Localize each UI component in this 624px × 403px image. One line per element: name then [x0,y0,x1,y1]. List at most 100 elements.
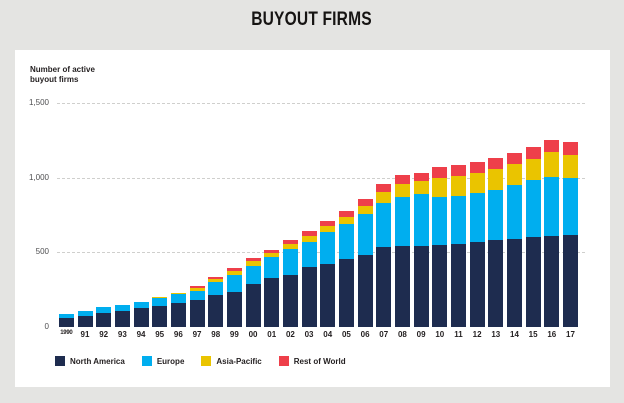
bar-slot-03 [300,103,319,327]
bar-segment-asia-pacific [264,253,280,258]
bar-segment-north-america [413,245,429,327]
x-tick-label-00: 00 [248,330,258,339]
bar-11 [450,165,466,327]
bar-segment-asia-pacific [338,217,354,225]
bar-slot-12 [468,103,487,327]
bar-slot-10 [430,103,449,327]
x-tick-label-07: 07 [379,330,389,339]
bar-segment-north-america [96,312,112,327]
bar-segment-north-america [189,300,205,327]
bar-segment-asia-pacific [506,163,522,186]
bar-segment-asia-pacific [152,297,168,299]
legend-swatch-icon [278,356,289,366]
bar-segment-europe [96,307,112,313]
bar-segment-europe [114,304,130,311]
x-tick-label-95: 95 [155,330,165,339]
bar-segment-europe [320,232,336,265]
bar-segment-asia-pacific [208,278,224,282]
legend-item-asia-pacific: Asia-Pacific [201,356,262,366]
bar-97 [189,285,205,327]
bar-segment-rest-of-world [170,292,186,294]
x-tick-label-98: 98 [211,330,221,339]
bar-09 [413,172,429,327]
bar-95 [152,297,168,327]
bar-slot-04 [318,103,337,327]
bar-1990 [58,313,74,327]
bar-segment-north-america [432,244,448,327]
bar-segment-europe [413,193,429,246]
bar-slot-91 [76,103,95,327]
bar-segment-europe [152,298,168,306]
bar-96 [170,292,186,327]
bar-segment-europe [357,213,373,256]
x-tick-label-10: 10 [435,330,445,339]
bar-segment-europe [525,180,541,238]
bar-segment-rest-of-world [525,147,541,160]
bar-segment-europe [488,189,504,241]
bar-segment-rest-of-world [562,141,578,155]
bar-segment-north-america [450,244,466,327]
bar-segment-rest-of-world [264,250,280,254]
bar-92 [96,307,112,327]
bar-15 [525,147,541,327]
bar-segment-europe [189,290,205,301]
bar-plot-area [57,103,580,327]
bar-00 [245,258,261,327]
x-tick-label-99: 99 [229,330,239,339]
bar-segment-rest-of-world [245,258,261,262]
legend-label: Asia-Pacific [216,356,262,366]
bar-slot-13 [486,103,505,327]
bar-slot-15 [524,103,543,327]
bar-segment-north-america [58,318,74,327]
bar-slot-01 [262,103,281,327]
bar-segment-rest-of-world [282,240,298,245]
legend-item-north-america: North America [55,356,125,366]
bar-segment-rest-of-world [432,167,448,178]
bar-04 [320,221,336,327]
x-tick-label-17: 17 [566,330,575,339]
bar-91 [77,310,93,327]
bar-segment-europe [562,178,578,236]
bar-segment-europe [208,281,224,295]
bar-segment-europe [506,185,522,239]
bar-segment-north-america [376,247,392,327]
bar-segment-asia-pacific [226,271,242,276]
bar-segment-asia-pacific [562,154,578,179]
bar-slot-08 [393,103,412,327]
bar-segment-asia-pacific [394,184,410,197]
legend-label: Rest of World [293,356,346,366]
bar-segment-north-america [357,255,373,327]
x-tick-label-16: 16 [547,330,557,339]
bar-segment-north-america [301,267,317,327]
bar-17 [562,141,578,327]
bar-98 [208,276,224,327]
x-tick-label-09: 09 [416,330,426,339]
bar-segment-asia-pacific [450,175,466,197]
y-axis-title: Number of active buyout firms [30,65,95,84]
bar-slot-11 [449,103,468,327]
bar-segment-north-america [264,277,280,327]
bar-segment-asia-pacific [170,293,186,295]
bar-14 [506,152,522,327]
y-tick-label: 0 [44,322,49,331]
bar-segment-rest-of-world [338,211,354,218]
bar-segment-north-america [525,237,541,327]
bar-slot-96 [169,103,188,327]
bar-01 [264,250,280,327]
bar-segment-north-america [562,235,578,327]
bar-segment-asia-pacific [525,159,541,181]
bar-segment-europe [301,241,317,268]
x-tick-label-08: 08 [397,330,407,339]
bar-99 [226,268,242,327]
x-tick-label-97: 97 [192,330,202,339]
x-tick-label-04: 04 [323,330,333,339]
x-tick-label-01: 01 [267,330,277,339]
bar-segment-europe [245,265,261,284]
bar-segment-rest-of-world [320,221,336,227]
bar-slot-05 [337,103,356,327]
legend-label: Europe [156,356,185,366]
bar-segment-rest-of-world [506,152,522,164]
bar-segment-rest-of-world [226,268,242,272]
bar-segment-north-america [152,305,168,327]
bar-segment-rest-of-world [544,140,560,153]
